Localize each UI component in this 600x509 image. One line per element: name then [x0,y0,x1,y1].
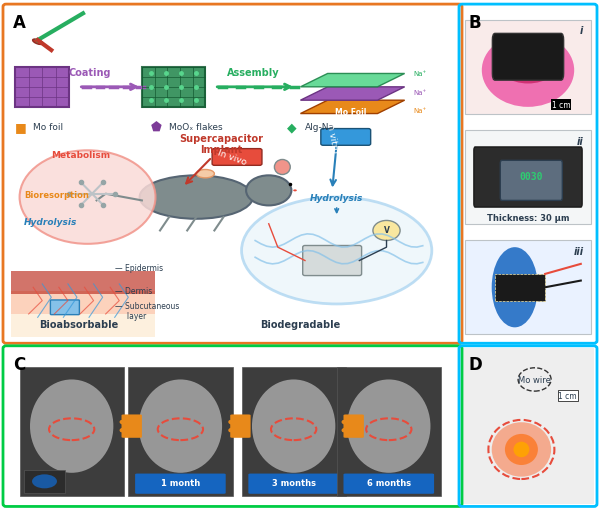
Text: Na⁺: Na⁺ [414,89,427,95]
Polygon shape [142,68,205,108]
Text: Residuals: Residuals [269,353,318,361]
Text: Mo foil: Mo foil [33,123,64,132]
Ellipse shape [505,434,538,465]
Text: 1 cm: 1 cm [558,391,577,401]
Ellipse shape [495,38,561,84]
FancyBboxPatch shape [135,474,226,494]
Ellipse shape [514,442,529,457]
Text: Supercapacitor
Implant: Supercapacitor Implant [179,133,263,155]
Ellipse shape [274,160,290,175]
Text: 6 months: 6 months [367,478,411,488]
Ellipse shape [140,176,253,219]
Text: Alg-Na: Alg-Na [305,123,335,132]
FancyBboxPatch shape [464,241,592,334]
Text: 1 month: 1 month [161,478,200,488]
FancyBboxPatch shape [337,367,441,496]
Text: Hydrolysis: Hydrolysis [310,194,364,213]
FancyBboxPatch shape [242,367,346,496]
Text: B: B [468,14,481,32]
FancyBboxPatch shape [11,315,155,337]
FancyBboxPatch shape [474,148,582,208]
FancyBboxPatch shape [122,415,142,438]
Text: ■: ■ [15,121,27,134]
Text: — Subcutaneous
     layer: — Subcutaneous layer [115,301,179,321]
Ellipse shape [139,380,222,473]
FancyBboxPatch shape [50,300,79,315]
Ellipse shape [30,380,113,473]
Polygon shape [15,68,70,108]
Ellipse shape [293,190,297,192]
Ellipse shape [491,248,538,328]
Text: D: D [468,355,482,373]
Text: i: i [580,26,583,36]
Text: In vivo: In vivo [217,148,248,167]
Text: — Dermis: — Dermis [115,287,152,296]
Polygon shape [301,74,404,88]
Text: 1 cm: 1 cm [551,101,571,109]
Ellipse shape [246,176,292,206]
Text: Complete Degradation: Complete Degradation [331,353,446,361]
Ellipse shape [492,422,551,477]
Text: Na⁺: Na⁺ [414,71,427,77]
Ellipse shape [242,197,432,304]
Text: A: A [13,14,26,32]
FancyBboxPatch shape [321,129,371,146]
Text: Coating: Coating [68,68,111,78]
Ellipse shape [196,170,214,179]
Text: Na⁺: Na⁺ [414,108,427,114]
FancyBboxPatch shape [493,34,563,81]
Text: Packaging Disappear: Packaging Disappear [127,353,234,361]
FancyBboxPatch shape [11,291,155,315]
Text: iii: iii [574,246,583,257]
Ellipse shape [20,151,155,244]
FancyBboxPatch shape [24,470,65,493]
Text: Thickness: 30 μm: Thickness: 30 μm [487,214,569,223]
FancyBboxPatch shape [464,131,592,224]
Text: — Epidermis: — Epidermis [115,263,163,272]
Ellipse shape [347,380,430,473]
Text: Mo wire: Mo wire [518,375,551,384]
FancyBboxPatch shape [462,349,594,504]
Text: C: C [13,355,25,373]
FancyBboxPatch shape [303,246,362,276]
Text: 3 months: 3 months [272,478,316,488]
Polygon shape [301,88,404,101]
FancyBboxPatch shape [343,474,434,494]
Text: Assembly: Assembly [227,68,279,78]
Text: Metabolism: Metabolism [52,151,110,160]
Text: Bioresorption: Bioresorption [24,191,89,200]
Text: Bioabsorbable: Bioabsorbable [39,320,118,330]
FancyBboxPatch shape [248,474,339,494]
Polygon shape [301,101,404,115]
Text: Implantation: Implantation [39,353,104,361]
FancyBboxPatch shape [230,415,251,438]
Ellipse shape [482,34,574,107]
Text: In vitro: In vitro [325,121,340,153]
FancyBboxPatch shape [500,161,562,201]
Text: ⬟: ⬟ [151,121,162,134]
FancyBboxPatch shape [495,274,545,301]
Ellipse shape [32,474,57,489]
FancyBboxPatch shape [11,271,155,294]
Ellipse shape [252,380,335,473]
Text: V: V [383,226,389,235]
FancyBboxPatch shape [20,367,124,496]
Text: ◆: ◆ [287,121,296,134]
Ellipse shape [32,40,43,45]
Text: Biodegradable: Biodegradable [260,320,341,330]
Text: 0030: 0030 [519,172,542,181]
Circle shape [373,221,400,241]
FancyBboxPatch shape [464,21,592,115]
Text: Hydrolysis: Hydrolysis [24,217,77,227]
FancyBboxPatch shape [128,367,233,496]
Text: Mo Foil: Mo Foil [335,108,366,117]
Text: ii: ii [577,136,583,146]
FancyBboxPatch shape [343,415,364,438]
Text: MoOₓ flakes: MoOₓ flakes [169,123,223,132]
FancyBboxPatch shape [212,149,262,166]
